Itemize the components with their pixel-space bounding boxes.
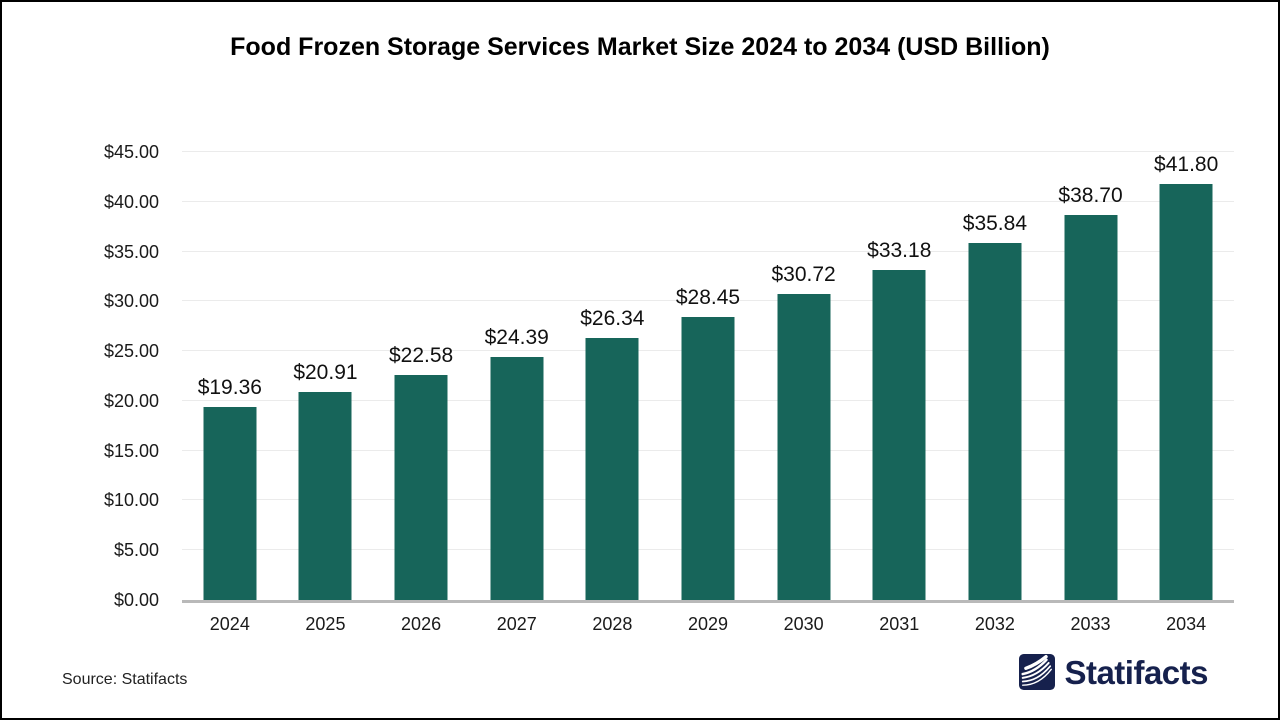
gridline [182, 250, 1234, 252]
statifacts-logo-icon [1019, 654, 1056, 690]
x-axis-tick-label: 2034 [1166, 614, 1207, 634]
x-axis-tick-label: 2031 [879, 614, 920, 634]
x-axis-tick-label: 2028 [592, 614, 633, 634]
bar-value-label: $35.84 [962, 212, 1028, 236]
y-axis-tick-label: $20.00 [103, 390, 159, 411]
bar-slot: $24.39 2027 [469, 152, 565, 633]
brand-name: Statifacts [1064, 653, 1208, 691]
bar-value-label: $24.39 [484, 326, 549, 350]
bar-value-label: $19.36 [197, 376, 262, 400]
bar-slot: $41.80 2034 [1138, 152, 1234, 633]
y-axis-tick-label: $0.00 [113, 590, 159, 610]
x-axis-tick-label: 2029 [687, 614, 728, 634]
bar [490, 357, 544, 600]
y-axis-tick-label: $25.00 [103, 341, 159, 362]
gridline [182, 300, 1234, 302]
x-axis-tick-label: 2024 [209, 614, 250, 634]
bar-slot: $20.91 2025 [278, 152, 374, 633]
bar-slot: $33.18 2031 [851, 152, 947, 633]
bar-slot: $19.36 2024 [182, 152, 278, 633]
bar-value-label: $26.34 [580, 306, 645, 330]
x-axis-tick-label: 2025 [305, 614, 346, 634]
y-axis-tick-label: $15.00 [103, 440, 159, 461]
y-axis-tick-label: $40.00 [103, 191, 159, 212]
bar-slot: $30.72 2030 [756, 152, 852, 633]
gridline [182, 151, 1234, 152]
bar [1064, 214, 1118, 600]
bar [777, 294, 831, 600]
bar [203, 407, 257, 600]
bar-slot: $22.58 2026 [373, 152, 469, 633]
gridline [182, 200, 1234, 202]
bar-value-label: $22.58 [388, 344, 454, 368]
bar-slot: $28.45 2029 [660, 152, 756, 633]
bar [872, 269, 926, 600]
y-axis-tick-label: $5.00 [113, 540, 159, 561]
x-axis-tick-label: 2026 [401, 614, 442, 634]
chart-title: Food Frozen Storage Services Market Size… [230, 33, 1050, 61]
source-label: Source: Statifacts [62, 671, 188, 688]
bar [585, 337, 639, 600]
bar-slot: $38.70 2033 [1043, 152, 1139, 633]
bar-slot: $35.84 2032 [947, 152, 1043, 633]
bar-slot: $26.34 2028 [565, 152, 661, 633]
x-axis-tick-label: 2030 [783, 614, 824, 634]
y-axis-tick-label: $45.00 [103, 142, 159, 162]
plot-area: $19.36 2024 $20.91 2025 $22.58 2026 $24.39 2027… [182, 151, 1234, 633]
bar [968, 243, 1022, 600]
bar [681, 316, 735, 600]
bar [394, 375, 448, 600]
bar-value-label: $28.45 [675, 285, 741, 309]
bar [1159, 183, 1213, 600]
y-axis-tick-label: $35.00 [103, 241, 159, 262]
x-axis-tick-label: 2032 [974, 614, 1015, 634]
x-axis-tick-label: 2027 [496, 614, 537, 634]
y-axis: $0.00 $5.00 $10.00 $15.00 $20.00 $25.00 $30.00… [2, 143, 159, 609]
bar-value-label: $38.70 [1058, 183, 1123, 207]
brand-logo: Statifacts [1019, 654, 1208, 690]
y-axis-tick-label: $10.00 [103, 490, 159, 511]
bar-value-label: $41.80 [1154, 152, 1219, 176]
x-axis-tick-label: 2033 [1070, 614, 1111, 634]
y-axis-tick-label: $30.00 [103, 291, 159, 312]
bar [298, 391, 352, 600]
bar-value-label: $30.72 [771, 263, 836, 287]
bar-value-label: $20.91 [293, 360, 358, 384]
bar-value-label: $33.18 [867, 238, 932, 262]
